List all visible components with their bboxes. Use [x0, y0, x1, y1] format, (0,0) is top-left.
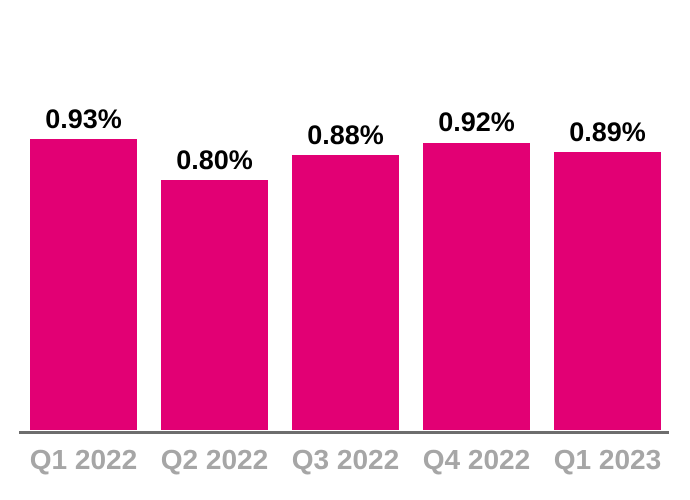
x-axis-tick-label-q1-2022: Q1 2022: [29, 444, 138, 475]
x-axis-tick-label-q1-2023: Q1 2023: [553, 444, 662, 475]
x-axis-line: [19, 431, 669, 434]
bar-value-label: 0.92%: [438, 107, 515, 138]
bar-column-q4-2022: 0.92%: [423, 108, 530, 430]
bar-value-label: 0.80%: [176, 144, 253, 175]
x-axis-tick-label-q2-2022: Q2 2022: [160, 444, 269, 475]
bar-column-q1-2022: 0.93%: [30, 105, 137, 430]
bar-value-label: 0.93%: [45, 104, 122, 135]
bar-value-label: 0.89%: [569, 116, 646, 147]
bar-q2-2022: [161, 180, 268, 430]
bar-value-label: 0.88%: [307, 119, 384, 150]
bar-q1-2022: [30, 139, 137, 430]
bar-column-q2-2022: 0.80%: [161, 144, 268, 430]
x-axis-tick-label-q3-2022: Q3 2022: [291, 444, 400, 475]
bar-column-q3-2022: 0.88%: [292, 119, 399, 430]
x-axis-tick-label-q4-2022: Q4 2022: [422, 444, 531, 475]
bar-q4-2022: [423, 142, 530, 430]
bar-q1-2023: [554, 151, 661, 430]
bar-q3-2022: [292, 155, 399, 430]
bar-column-q1-2023: 0.89%: [554, 116, 661, 430]
